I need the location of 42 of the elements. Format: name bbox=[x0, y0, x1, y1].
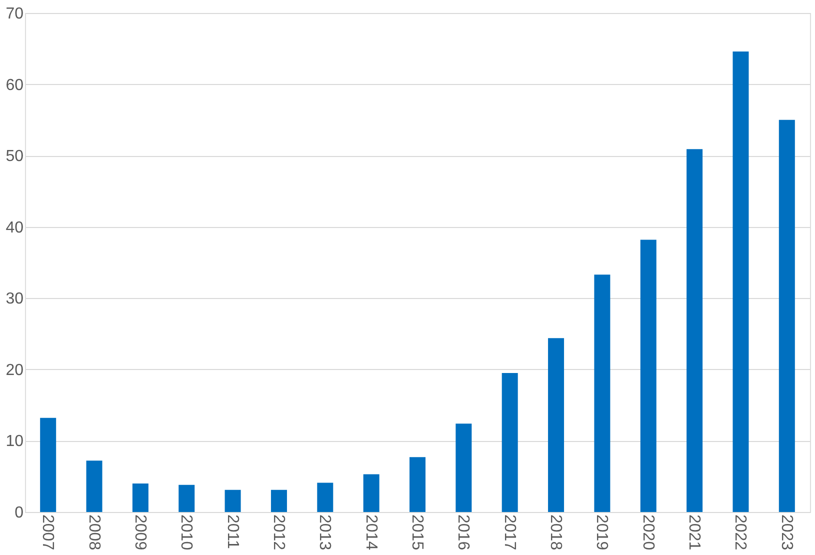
x-tick-label: 2013 bbox=[316, 514, 334, 550]
bar bbox=[594, 274, 610, 512]
x-tick-label: 2008 bbox=[85, 514, 102, 550]
bar bbox=[224, 490, 241, 512]
bar bbox=[686, 149, 703, 512]
x-tick-label: 2016 bbox=[454, 514, 472, 550]
x-tick-label: 2022 bbox=[732, 514, 749, 550]
x-tick-label: 2018 bbox=[547, 514, 564, 550]
bar bbox=[456, 424, 472, 512]
x-tick-label: 2023 bbox=[778, 514, 795, 550]
bar bbox=[548, 338, 564, 512]
bar bbox=[86, 460, 102, 512]
bar bbox=[502, 372, 518, 512]
x-tick-label: 2009 bbox=[131, 514, 148, 550]
y-tick-label: 20 bbox=[6, 362, 24, 379]
x-tick-label: 2021 bbox=[686, 514, 703, 550]
x-tick-label: 2010 bbox=[178, 514, 195, 550]
bar bbox=[778, 120, 795, 512]
bar bbox=[410, 457, 426, 512]
y-tick-label: 60 bbox=[6, 76, 24, 94]
bar bbox=[270, 490, 287, 512]
y-tick-label: 50 bbox=[6, 148, 24, 166]
x-tick-label: 2015 bbox=[408, 514, 426, 550]
bar bbox=[317, 482, 334, 512]
bar bbox=[40, 418, 56, 512]
bar bbox=[640, 240, 656, 512]
y-tick-label: 40 bbox=[6, 219, 24, 236]
bar bbox=[732, 51, 749, 512]
y-tick-label: 70 bbox=[6, 6, 24, 22]
x-tick-label: 2019 bbox=[593, 514, 610, 550]
x-tick-label: 2011 bbox=[224, 514, 241, 550]
bar bbox=[178, 484, 195, 512]
y-tick-label: 10 bbox=[6, 433, 24, 450]
x-tick-label: 2007 bbox=[39, 514, 56, 550]
y-tick-label: 0 bbox=[14, 504, 24, 522]
x-tick-label: 2012 bbox=[270, 514, 287, 550]
x-tick-label: 2017 bbox=[500, 514, 518, 550]
x-tick-label: 2014 bbox=[362, 514, 380, 550]
bar bbox=[132, 483, 148, 512]
bar bbox=[363, 474, 380, 512]
y-tick-label: 30 bbox=[6, 290, 24, 308]
x-tick-label: 2020 bbox=[639, 514, 656, 550]
